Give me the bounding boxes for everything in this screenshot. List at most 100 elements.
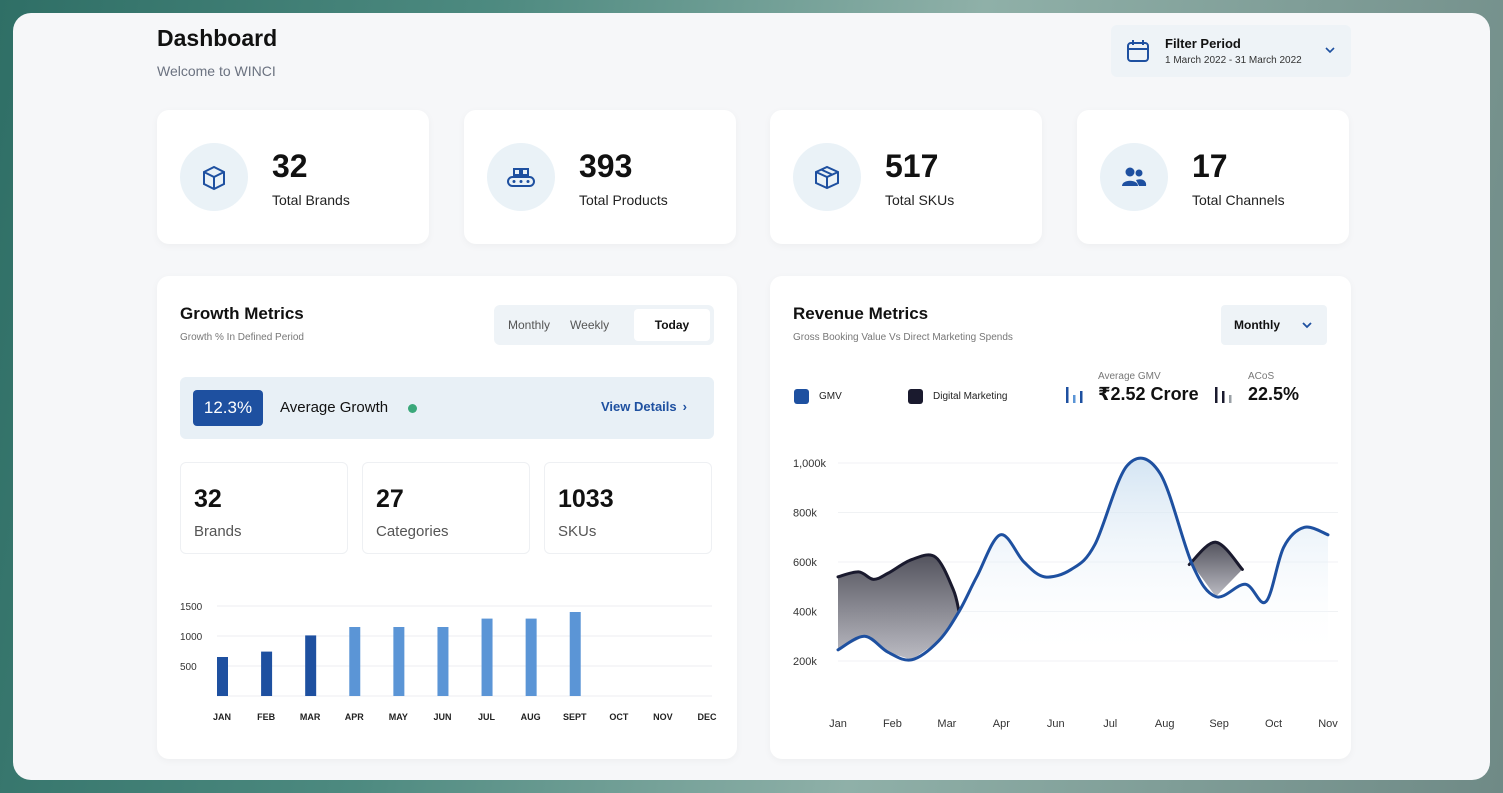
users-icon: [1100, 143, 1168, 211]
growth-badge: 12.3%: [193, 390, 263, 426]
tab-monthly[interactable]: Monthly: [508, 318, 551, 332]
bar-chart-icon: [1215, 387, 1232, 403]
growth-bar-chart: 1500 1000 500 JAN FEB MAR APR MAY JUN JUL AUG SEPT O…: [180, 602, 717, 722]
y-tick-label: 200k: [793, 656, 817, 668]
y-tick-label: 1,000k: [793, 458, 827, 470]
bar: [261, 651, 273, 696]
stat-card-skus[interactable]: 517 Total SKUs: [770, 110, 1042, 244]
kpi-label: ACoS: [1248, 371, 1275, 382]
mini-value: 1033: [558, 485, 614, 513]
stat-value: 32: [272, 148, 308, 184]
x-tick-label: Oct: [1265, 718, 1282, 730]
legend-swatch: [794, 389, 809, 404]
stat-value: 517: [885, 148, 939, 184]
kpi-acos: ACoS 22.5%: [1248, 371, 1299, 405]
x-tick-label: Feb: [883, 718, 902, 730]
digital-marketing-line: [1187, 540, 1244, 571]
stat-label: Total Products: [579, 192, 668, 208]
conveyor-icon: [487, 143, 555, 211]
status-dot: [408, 404, 417, 413]
y-tick-label: 1500: [180, 602, 203, 613]
y-tick-label: 500: [180, 662, 197, 673]
box-icon: [180, 143, 248, 211]
x-tick-label: MAR: [300, 712, 321, 722]
digital-marketing-area: [838, 554, 960, 660]
mini-label: SKUs: [558, 523, 597, 540]
x-tick-label: Sep: [1209, 718, 1229, 730]
gmv-line: [836, 456, 1330, 662]
x-tick-label: Nov: [1318, 718, 1338, 730]
bar: [481, 618, 493, 696]
y-tick-label: 1000: [180, 632, 203, 643]
revenue-metrics-card: Revenue Metrics Gross Booking Value Vs D…: [770, 276, 1351, 759]
growth-title: Growth Metrics: [180, 304, 304, 323]
stat-value: 393: [579, 148, 633, 184]
x-tick-label: JUN: [433, 712, 451, 722]
kpi-value: ₹2.52 Crore: [1098, 384, 1199, 404]
bar: [349, 627, 361, 696]
x-tick-label: MAY: [389, 712, 408, 722]
bar: [305, 635, 317, 696]
stat-label: Total SKUs: [885, 192, 955, 208]
growth-metrics-card: Growth Metrics Growth % In Defined Perio…: [157, 276, 737, 759]
y-tick-label: 600k: [793, 557, 817, 569]
x-tick-label: JAN: [213, 712, 231, 722]
mini-stat-categories: 27 Categories: [362, 462, 530, 554]
x-tick-label: NOV: [653, 712, 673, 722]
bar: [437, 627, 449, 696]
legend-label: GMV: [819, 391, 842, 402]
x-tick-label: DEC: [697, 712, 717, 722]
revenue-period-dropdown[interactable]: Monthly: [1221, 305, 1327, 345]
stat-label: Total Brands: [272, 192, 350, 208]
chevron-right-icon: ›: [682, 399, 687, 414]
kpi-label: Average GMV: [1098, 371, 1161, 382]
chevron-down-icon: [1302, 322, 1312, 329]
stat-card-channels[interactable]: 17 Total Channels: [1077, 110, 1349, 244]
tab-weekly[interactable]: Weekly: [570, 318, 610, 332]
dropdown-value: Monthly: [1234, 318, 1280, 332]
view-details-link[interactable]: View Details ›: [601, 399, 687, 414]
mini-value: 32: [194, 485, 222, 513]
revenue-title: Revenue Metrics: [793, 304, 929, 323]
mini-stat-skus: 1033 SKUs: [544, 462, 712, 554]
x-tick-label: Apr: [993, 718, 1010, 730]
revenue-subtitle: Gross Booking Value Vs Direct Marketing …: [793, 332, 1013, 343]
bar-chart-icon: [1066, 387, 1083, 403]
x-tick-label: AUG: [521, 712, 541, 722]
stat-card-brands[interactable]: 32 Total Brands: [157, 110, 429, 244]
legend-label: Digital Marketing: [933, 391, 1008, 402]
kpi-value: 22.5%: [1248, 384, 1300, 404]
revenue-line-chart: 1,000k 800k 600k 400k 200k Jan Feb Mar Apr Jun Jul…: [793, 456, 1338, 730]
legend-swatch: [908, 389, 923, 404]
page-title: Dashboard: [157, 25, 278, 51]
mini-value: 27: [376, 485, 404, 513]
x-tick-label: FEB: [257, 712, 276, 722]
x-tick-label: SEPT: [563, 712, 587, 722]
stat-value: 17: [1192, 148, 1228, 184]
y-tick-label: 800k: [793, 508, 817, 520]
calendar-icon: [1127, 40, 1149, 62]
kpi-average-gmv: Average GMV ₹2.52 Crore: [1098, 371, 1199, 405]
legend-digital-marketing: Digital Marketing: [908, 389, 1007, 404]
x-tick-label: Aug: [1155, 718, 1175, 730]
bar: [217, 657, 228, 696]
bar: [393, 627, 405, 696]
tab-today[interactable]: Today: [634, 309, 710, 341]
digital-marketing-line: [836, 553, 961, 613]
stat-label: Total Channels: [1192, 192, 1285, 208]
average-growth-label: Average Growth: [280, 399, 389, 416]
x-tick-label: Jan: [829, 718, 847, 730]
bar: [525, 618, 537, 696]
filter-period-dropdown[interactable]: Filter Period 1 March 2022 - 31 March 20…: [1111, 25, 1351, 77]
filter-title: Filter Period: [1165, 36, 1241, 51]
x-tick-label: Jul: [1103, 718, 1117, 730]
x-tick-label: APR: [345, 712, 365, 722]
view-details-label: View Details: [601, 399, 677, 414]
stat-card-products[interactable]: 393 Total Products: [464, 110, 736, 244]
digital-marketing-area: [1189, 542, 1243, 597]
growth-subtitle: Growth % In Defined Period: [180, 332, 304, 343]
x-tick-label: OCT: [609, 712, 629, 722]
filter-range: 1 March 2022 - 31 March 2022: [1165, 55, 1302, 66]
legend-gmv: GMV: [794, 389, 842, 404]
mini-stat-brands: 32 Brands: [180, 462, 348, 554]
